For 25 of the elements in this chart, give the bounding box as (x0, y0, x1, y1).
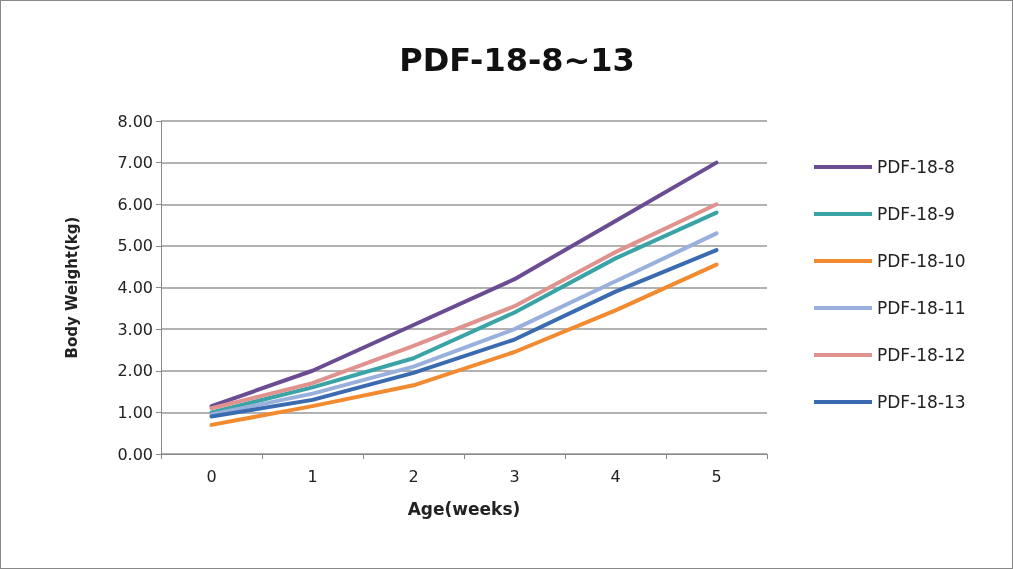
chart-title: PDF-18-8~13 (399, 41, 635, 79)
y-tick-label: 2.00 (117, 361, 153, 381)
y-tick-label: 6.00 (117, 194, 153, 214)
legend-label: PDF-18-12 (877, 345, 966, 365)
y-tick-label: 4.00 (117, 278, 153, 297)
x-tick-label: 5 (711, 466, 722, 486)
y-tick-label: 8.00 (117, 111, 153, 131)
y-tick-label: 1.00 (117, 402, 153, 422)
y-tick-label: 7.00 (117, 153, 153, 173)
legend-label: PDF-18-10 (877, 251, 966, 271)
legend-label: PDF-18-8 (877, 157, 955, 177)
x-tick-label: 1 (307, 466, 318, 486)
legend-label: PDF-18-11 (877, 298, 966, 318)
x-axis-title: Age(weeks) (407, 498, 521, 519)
x-tick-label: 4 (610, 466, 621, 486)
x-tick-label: 3 (509, 466, 520, 486)
x-tick-label: 2 (408, 466, 419, 486)
legend-label: PDF-18-9 (877, 204, 955, 224)
y-axis-title: Body Weight(kg) (62, 216, 81, 359)
y-tick-label: 5.00 (117, 236, 153, 256)
y-tick-label: 0.00 (117, 444, 153, 464)
legend-label: PDF-18-13 (877, 392, 966, 412)
x-tick-label: 0 (206, 466, 217, 486)
y-tick-label: 3.00 (117, 319, 153, 339)
line-series (209, 160, 719, 409)
